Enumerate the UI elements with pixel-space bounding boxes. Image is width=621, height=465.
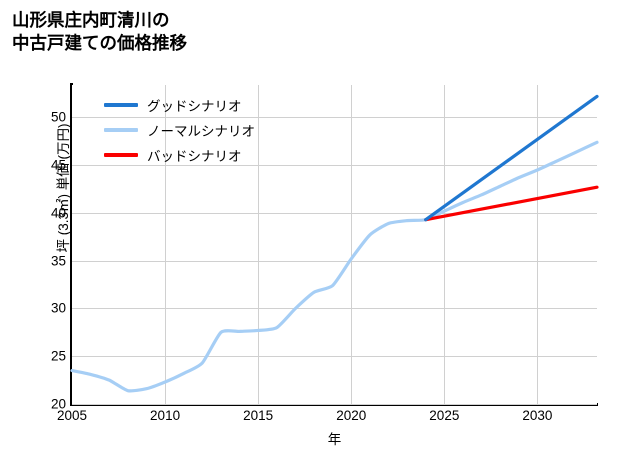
legend-label-normal: ノーマルシナリオ <box>147 123 255 139</box>
gridline-x-2010 <box>165 85 167 404</box>
legend-swatch-good-icon <box>104 102 138 107</box>
gridline-y-45 <box>72 165 597 167</box>
gridline-y-50 <box>72 117 597 119</box>
x-tick-label: 2025 <box>429 408 460 423</box>
legend-swatch-bad-icon <box>104 152 138 157</box>
x-tick-label: 2005 <box>56 408 88 423</box>
gridline-y-35 <box>72 260 597 262</box>
series-lines <box>70 94 599 393</box>
series-line-bad <box>424 185 599 222</box>
gridline-y-30 <box>72 308 597 310</box>
y-axis-tick-labels: 20 25 30 35 40 45 50 <box>36 85 66 412</box>
y-tick-label: 50 <box>50 109 66 125</box>
gridline-x-2020 <box>351 85 353 404</box>
page-title: 山形県庄内町清川の 中古戸建ての価格推移 <box>12 10 187 54</box>
y-axis-spine <box>70 83 73 406</box>
y-tick-label: 40 <box>50 205 66 221</box>
y-tick-label: 35 <box>50 253 66 269</box>
series-line-good <box>424 94 599 222</box>
x-axis-tick-labels: 2005 2010 2015 2020 2025 2030 <box>57 408 597 428</box>
legend-label-good: グッドシナリオ <box>147 98 242 114</box>
y-tick-label: 20 <box>50 396 66 412</box>
gridline-y-40 <box>72 212 597 214</box>
plot-area <box>70 85 599 405</box>
legend-item-normal[interactable]: ノーマルシナリオ <box>104 117 314 142</box>
x-tick-label: 2015 <box>243 408 274 423</box>
chart-legend: グッドシナリオ ノーマルシナリオ バッドシナリオ <box>104 92 314 167</box>
gridline-x-2025 <box>444 85 446 404</box>
series-line-normal <box>70 140 599 393</box>
y-tick-label: 25 <box>50 348 66 364</box>
gridline-x-2030 <box>537 85 539 404</box>
x-tick-label: 2030 <box>522 408 553 423</box>
x-tick-label: 2010 <box>150 408 181 423</box>
legend-swatch-normal-icon <box>104 127 138 132</box>
y-tick-label: 30 <box>50 300 66 316</box>
x-axis-title: 年 <box>327 432 342 447</box>
x-tick-label: 2020 <box>336 408 367 423</box>
gridline-y-20 <box>72 404 597 405</box>
legend-item-bad[interactable]: バッドシナリオ <box>104 142 314 167</box>
legend-label-bad: バッドシナリオ <box>147 148 242 164</box>
gridline-y-25 <box>72 356 597 358</box>
gridline-x-2015 <box>258 85 260 404</box>
y-axis-title: 坪 (3.3㎡) 単価 (万円) <box>56 123 71 253</box>
y-tick-label: 45 <box>50 157 66 173</box>
legend-item-good[interactable]: グッドシナリオ <box>104 92 314 117</box>
